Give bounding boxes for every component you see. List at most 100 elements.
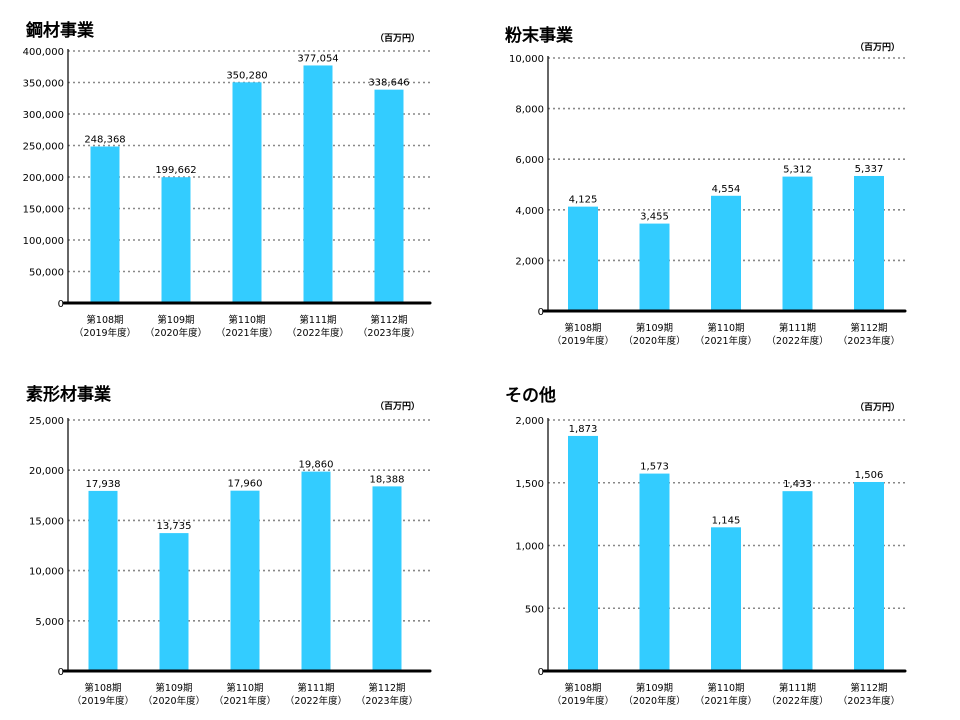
y-tick-label: 10,000: [29, 567, 64, 578]
y-tick-label: 100,000: [23, 236, 64, 247]
y-tick-label: 0: [538, 307, 544, 318]
value-label: 199,662: [155, 165, 196, 176]
category-sublabel: （2022年度）: [287, 327, 349, 339]
y-tick-label: 350,000: [23, 79, 64, 90]
y-tick-label: 0: [538, 667, 544, 678]
bar: [568, 435, 598, 671]
y-tick-label: 1,500: [515, 479, 544, 490]
category-sublabel: （2023年度）: [358, 327, 420, 339]
chart-title: 粉末事業: [505, 25, 573, 46]
bar: [854, 481, 884, 671]
y-tick-label: 250,000: [23, 142, 64, 153]
category-label: 第108期: [564, 322, 601, 334]
bar: [159, 533, 189, 671]
y-tick-label: 0: [58, 299, 64, 310]
value-label: 1,145: [712, 515, 741, 526]
category-sublabel: （2023年度）: [838, 335, 900, 347]
category-label: 第110期: [707, 322, 744, 334]
bar: [232, 82, 262, 303]
category-sublabel: （2019年度）: [552, 335, 614, 347]
chart-title: その他: [505, 385, 556, 406]
value-label: 248,368: [84, 135, 125, 146]
category-sublabel: （2020年度）: [623, 335, 685, 347]
chart-title: 素形材事業: [26, 384, 111, 405]
category-sublabel: （2020年度）: [145, 327, 207, 339]
y-tick-label: 2,000: [515, 256, 544, 267]
value-label: 13,735: [157, 521, 192, 532]
y-tick-label: 300,000: [23, 110, 64, 121]
category-label: 第108期: [84, 682, 121, 694]
category-label: 第109期: [636, 322, 673, 334]
bar: [161, 177, 191, 303]
category-label: 第112期: [368, 682, 405, 694]
category-sublabel: （2022年度）: [766, 695, 828, 707]
chart-powder: 粉末事業 （百万円） 0 2,000 4,000 6,000 8,000 10,000 4,12…: [480, 0, 960, 360]
category-sublabel: （2023年度）: [838, 695, 900, 707]
category-sublabel: （2022年度）: [766, 335, 828, 347]
chart-other: その他 （百万円） 0 500 1,000 1,500 2,000 1,873 第108期 （20…: [480, 360, 960, 720]
category-label: 第111期: [299, 314, 336, 326]
chart-svg: 素形材事業 （百万円） 0 5,000 10,000 15,000 20,000 25,000…: [26, 384, 432, 707]
unit-label: （百万円）: [375, 401, 420, 412]
y-tick-label: 25,000: [29, 416, 64, 427]
category-label: 第110期: [707, 682, 744, 694]
bar: [374, 89, 404, 304]
value-label: 17,960: [228, 479, 263, 490]
y-tick-label: 400,000: [23, 47, 64, 58]
bar: [301, 471, 331, 671]
category-sublabel: （2022年度）: [285, 695, 347, 707]
category-sublabel: （2019年度）: [74, 327, 136, 339]
y-tick-label: 10,000: [509, 54, 544, 65]
value-label: 4,554: [712, 184, 741, 195]
value-label: 18,388: [370, 474, 405, 485]
chart-steel: 鋼材事業 （百万円） 0 50,000 100,000 150,000 200,000 250…: [0, 0, 480, 360]
value-label: 19,860: [299, 460, 334, 471]
value-label: 5,312: [783, 165, 812, 176]
y-tick-label: 20,000: [29, 466, 64, 477]
y-tick-label: 8,000: [515, 105, 544, 116]
value-label: 1,873: [569, 424, 598, 435]
bar: [372, 486, 402, 671]
chart-materials: 素形材事業 （百万円） 0 5,000 10,000 15,000 20,000 25,000…: [0, 360, 480, 720]
chart-svg: 鋼材事業 （百万円） 0 50,000 100,000 150,000 200,000 250…: [23, 20, 432, 339]
category-label: 第109期: [157, 314, 194, 326]
category-sublabel: （2023年度）: [356, 695, 418, 707]
value-label: 3,455: [640, 212, 669, 223]
value-label: 1,433: [783, 479, 812, 490]
value-label: 350,280: [226, 70, 267, 81]
bar: [90, 146, 120, 303]
unit-label: （百万円）: [855, 402, 900, 413]
category-sublabel: （2021年度）: [214, 695, 276, 707]
value-label: 377,054: [297, 53, 338, 64]
bar: [303, 65, 333, 303]
value-label: 1,573: [640, 462, 669, 473]
y-tick-label: 4,000: [515, 206, 544, 217]
category-sublabel: （2019年度）: [552, 695, 614, 707]
chart-title: 鋼材事業: [25, 20, 94, 41]
bar: [568, 206, 598, 311]
bar: [88, 490, 118, 671]
category-label: 第111期: [779, 682, 816, 694]
category-label: 第111期: [779, 322, 816, 334]
category-label: 第109期: [636, 682, 673, 694]
category-sublabel: （2020年度）: [623, 695, 685, 707]
bar: [782, 176, 813, 311]
chart-svg: その他（百万円）05001,0001,5002,0001,873第108期（20…: [505, 385, 907, 707]
bar: [230, 490, 260, 671]
category-label: 第112期: [370, 314, 407, 326]
category-label: 第108期: [564, 682, 601, 694]
category-sublabel: （2020年度）: [143, 695, 205, 707]
value-label: 338,646: [368, 78, 409, 89]
category-label: 第112期: [850, 322, 887, 334]
category-label: 第112期: [850, 682, 887, 694]
category-label: 第110期: [228, 314, 265, 326]
value-label: 17,938: [86, 479, 121, 490]
bar: [711, 527, 741, 671]
y-tick-label: 50,000: [29, 268, 64, 279]
unit-label: （百万円）: [855, 42, 900, 53]
category-sublabel: （2021年度）: [695, 335, 757, 347]
unit-label: （百万円）: [375, 33, 420, 44]
y-tick-label: 6,000: [515, 155, 544, 166]
bar: [854, 175, 884, 311]
y-tick-label: 2,000: [515, 416, 544, 427]
